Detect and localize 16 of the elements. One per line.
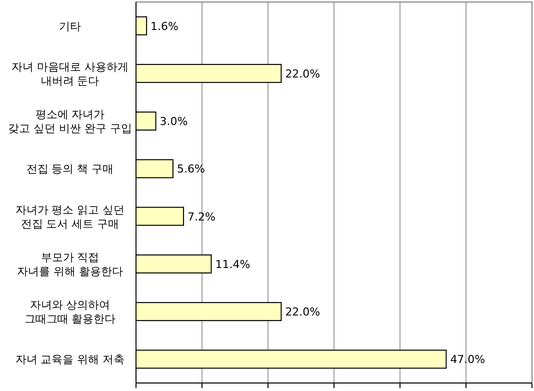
data-label: 3.0%: [160, 115, 188, 128]
y-tick-label: 자녀 마음대로 사용하게 내버려 둔다: [12, 60, 128, 88]
data-label: 5.6%: [176, 162, 205, 176]
data-label: 11.4%: [215, 258, 250, 271]
data-label: 47.0%: [450, 353, 486, 366]
y-tick-label: 부모가 직접 자녀를 위해 활용한다: [17, 250, 123, 278]
y-tick-label: 전집 등의 책 구매: [26, 162, 114, 176]
data-label: 7.2%: [188, 210, 216, 224]
y-tick-label: 자녀 교육을 위해 저축: [15, 353, 125, 366]
y-tick-label: 자녀와 상의하여 그때그때 활용한다: [24, 298, 116, 326]
data-label: 22.0%: [285, 67, 320, 80]
data-label: 22.0%: [285, 306, 320, 319]
y-tick-label: 평소에 자녀가 갖고 싶던 비싼 완구 구입: [8, 108, 132, 136]
y-tick-label: 자녀가 평소 읽고 싶던 전집 도서 세트 구매: [15, 203, 125, 230]
y-tick-label: 기타: [59, 20, 81, 33]
data-label: 1.6%: [150, 20, 179, 33]
